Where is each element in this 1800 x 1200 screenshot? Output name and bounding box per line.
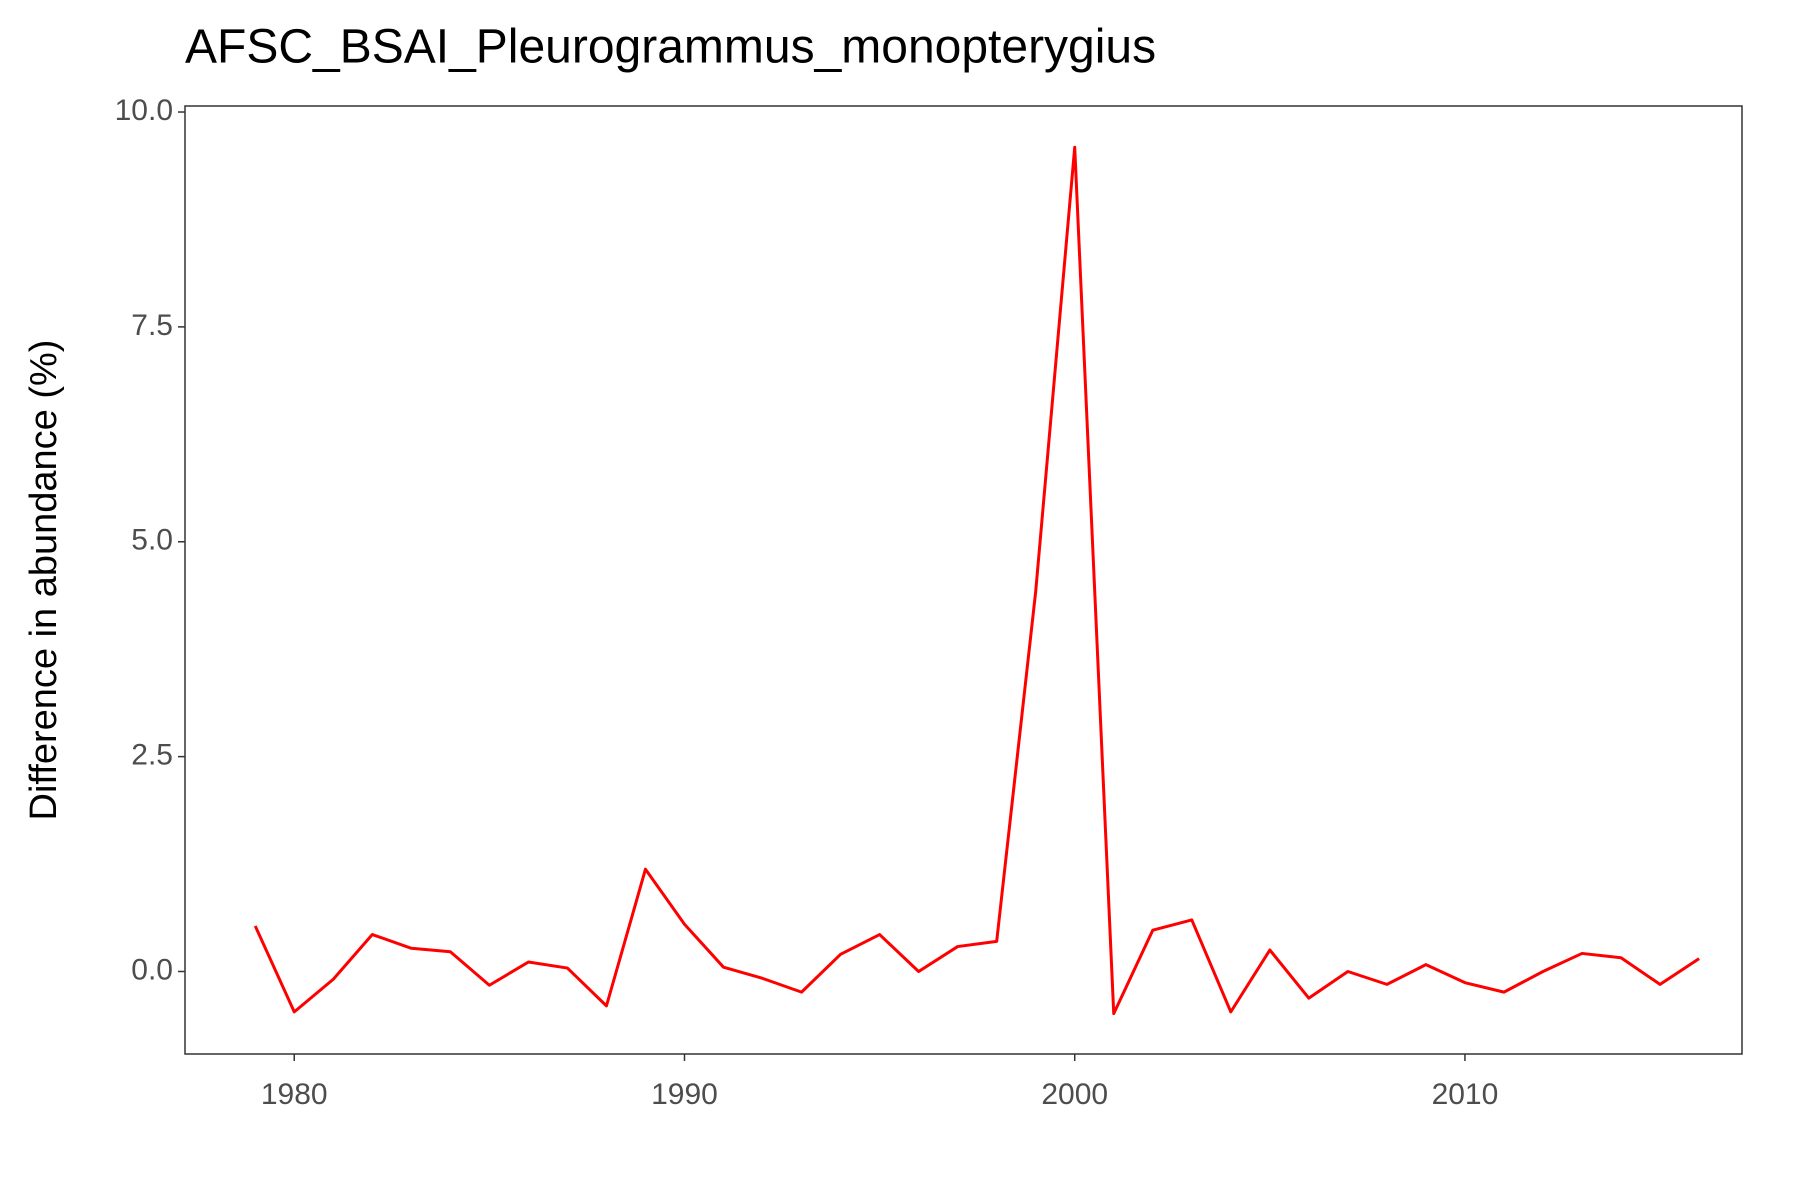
chart-title: AFSC_BSAI_Pleurogrammus_monopterygius [185,21,1156,74]
y-tick-label: 5.0 [131,524,173,557]
y-tick-label: 0.0 [131,953,173,986]
y-axis-label: Difference in abundance (%) [23,340,65,821]
x-tick-label: 1990 [651,1078,718,1111]
panel-border [184,105,1743,1055]
x-tick-label: 2010 [1432,1078,1499,1111]
x-tick-label: 2000 [1041,1078,1108,1111]
y-tick-label: 10.0 [115,94,173,127]
line-series [253,145,1700,1016]
y-tick-label: 7.5 [131,309,173,342]
x-tick-label: 1980 [261,1078,328,1111]
y-tick-label: 2.5 [131,739,173,772]
